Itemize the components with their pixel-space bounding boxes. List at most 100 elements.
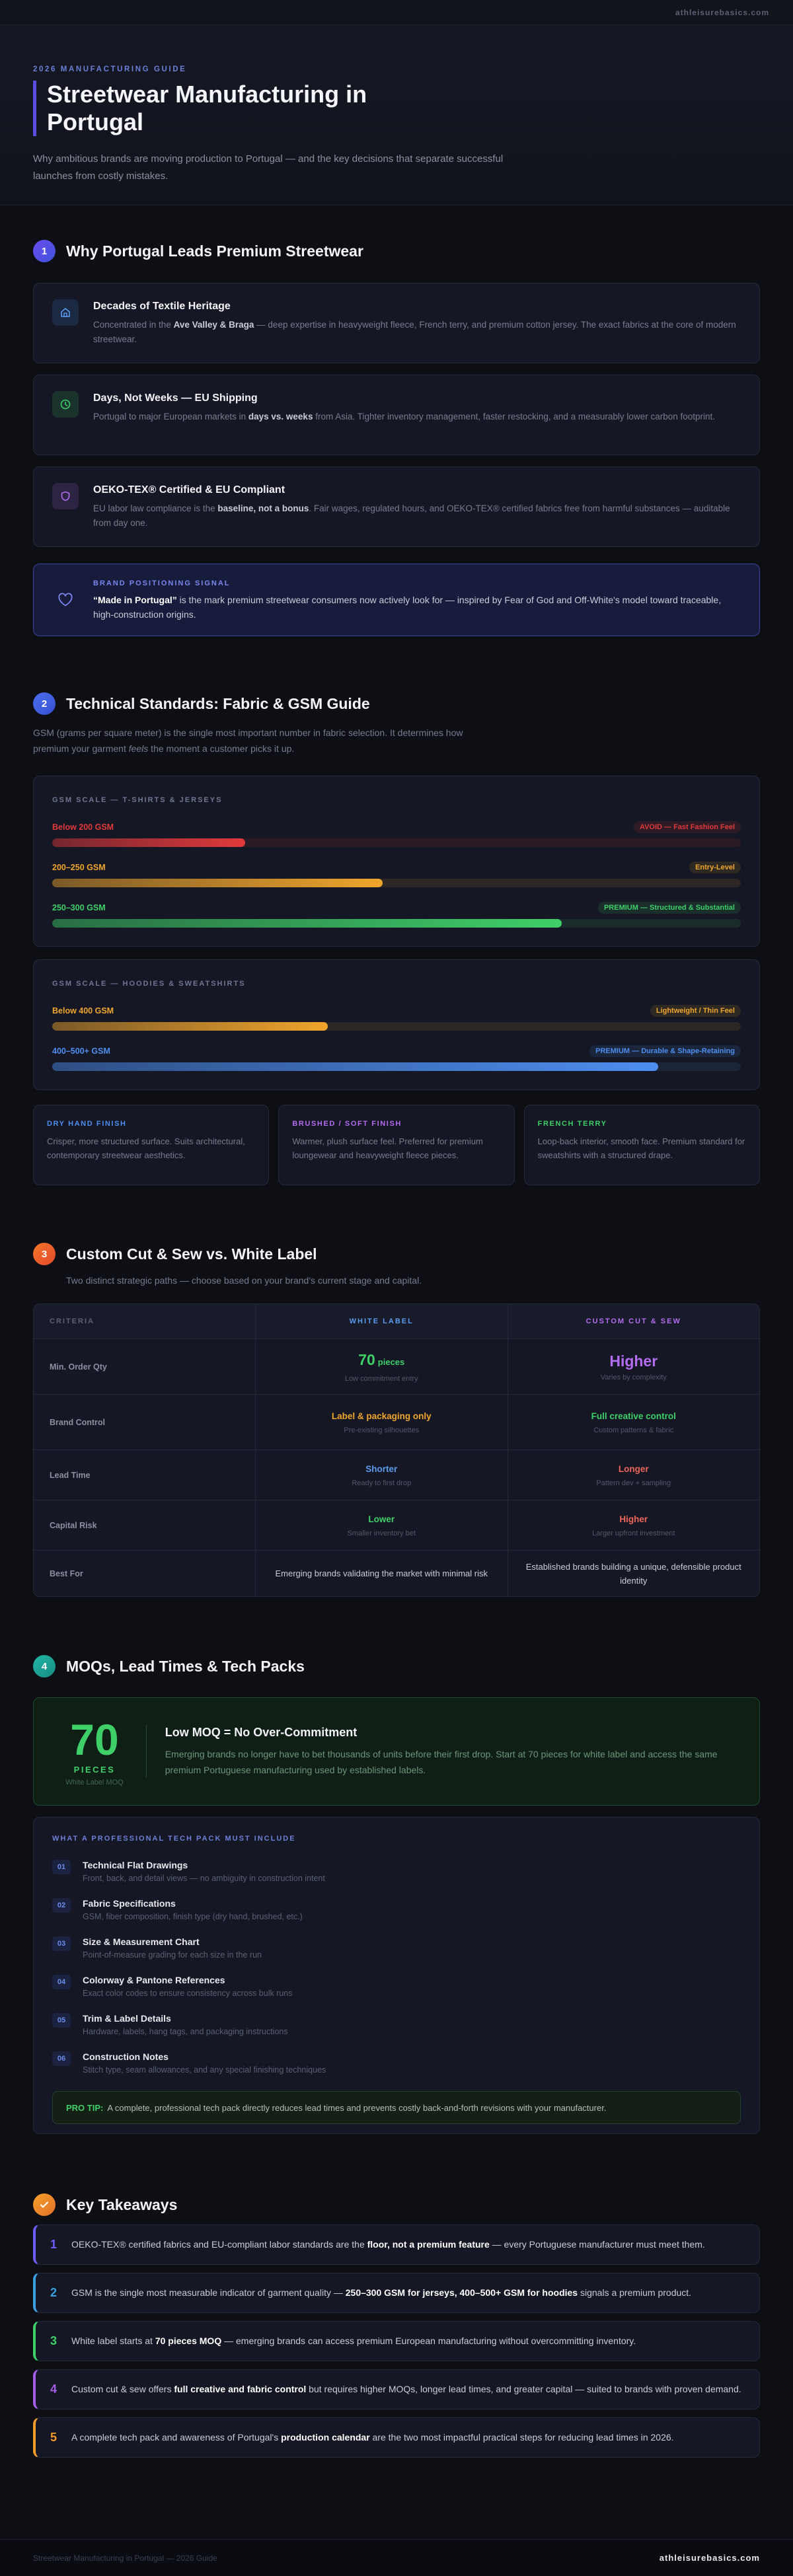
table-row: Lead Time Shorter Ready to first drop Longe… [34,1450,759,1500]
cell-value-text: Label & packaging only [331,1411,432,1421]
text-segment: GSM (grams per square meter) is the sing… [33,727,463,754]
signal-icon [52,593,79,607]
cell-note: Low commitment entry [344,1375,418,1383]
table-cell: Lead Time [34,1450,255,1500]
gsm-bar [52,919,562,928]
icon [60,399,71,410]
moq-number: 70 [70,1714,119,1764]
finish-text: Crisper, more structured surface. Suits … [47,1136,245,1160]
tech-text: Point-of-measure grading for each size i… [83,1950,262,1960]
text-segment: EU labor law compliance is the [93,503,218,513]
cell-note: Larger upfront investment [592,1529,675,1537]
tech-text: Stitch type, seam allowances, and any sp… [83,2065,326,2075]
comparison-table: CRITERIA WHITE LABEL CUSTOM CUT & SEW Min. … [33,1304,760,1597]
feature-title: Days, Not Weeks — EU Shipping [93,392,258,404]
top-bar: athleisurebasics.com [0,0,793,25]
gsm-track [52,879,741,887]
tech-text: Hardware, labels, hang tags, and packagi… [83,2027,288,2036]
cell-value-text: Lower [368,1514,395,1524]
table-row: Capital Risk Lower Smaller inventory bet Hi… [34,1500,759,1550]
gsm-row: 200–250 GSM Entry-Level [52,862,741,887]
cell-value-text: Higher [609,1352,658,1370]
table-cell: Min. Order Qty [34,1339,255,1394]
finish-card: DRY HAND FINISH Crisper, more structured … [33,1105,270,1185]
finish-title: BRUSHED / SOFT FINISH [292,1120,402,1128]
tech-number: 02 [52,1898,71,1913]
cell-value: 70 pieces [358,1350,404,1372]
text-segment: signals a premium product. [578,2287,692,2298]
section-badge: 2 [33,692,56,715]
signal-label: BRAND POSITIONING SIGNAL [93,579,231,587]
text-segment: from Asia. Tighter inventory management,… [313,412,716,422]
takeaway-text: A complete tech pack and awareness of Po… [71,2430,674,2445]
section-title: Key Takeaways [66,2195,178,2213]
pro-tip-label: PRO TIP: [66,2102,104,2113]
section-takeaways: Key Takeaways 1 OEKO-TEX® certified fabric… [33,2193,760,2458]
text-segment: Custom cut & sew offers [71,2384,174,2394]
gsm-row: Below 400 GSM Lightweight / Thin Feel [52,1005,741,1031]
section-subtitle: Two distinct strategic paths — choose ba… [66,1275,422,1286]
gsm-bar [52,879,383,887]
section-heading: 1 Why Portugal Leads Premium Streetwear [33,239,760,263]
positioning-signal: BRAND POSITIONING SIGNAL “Made in Portuga… [33,564,760,636]
gsm-row-head: Below 200 GSM AVOID — Fast Fashion Feel [52,821,741,833]
cell-value-text: Longer [618,1464,649,1474]
gsm-name: 400–500+ GSM [52,1047,110,1056]
table-row: Min. Order Qty 70 pieces Low commitment ent… [34,1339,759,1394]
tech-body: Fabric Specifications GSM, fiber composit… [83,1897,303,1923]
section-why-portugal: 1 Why Portugal Leads Premium Streetwear De… [33,239,760,636]
finish-text: Loop-back interior, smooth face. Premium… [537,1136,745,1160]
tech-item: 02 Fabric Specifications GSM, fiber compos… [52,1897,741,1923]
pro-tip: PRO TIP: A complete, professional tech pa… [52,2091,741,2124]
section-title: Technical Standards: Fabric & GSM Guide [66,694,370,712]
eyebrow: 2026 MANUFACTURING GUIDE [33,65,187,73]
cell-value: Shorter [365,1463,397,1476]
gsm-scale: GSM SCALE — T-SHIRTS & JERSEYS Below 200 … [33,776,760,947]
tech-body: Size & Measurement Chart Point-of-measure… [83,1935,262,1962]
pro-tip-text: A complete, professional tech pack direc… [107,2102,607,2113]
table-cell: Lower Smaller inventory bet [255,1500,508,1550]
feature-text: Portugal to major European markets in da… [93,410,715,424]
tech-number: 06 [52,2051,71,2066]
cell-value-text: 70 [358,1351,375,1368]
bold-segment: “Made in Portugal” [93,595,177,605]
bold-segment: days vs. weeks [248,412,313,422]
text-segment: Concentrated in the [93,320,174,330]
section-heading: 4 MOQs, Lead Times & Tech Packs [33,1654,760,1678]
text-segment: — every Portuguese manufacturer must mee… [489,2239,705,2250]
bold-segment: production calendar [281,2432,370,2443]
gsm-track [52,1022,741,1031]
gsm-track [52,838,741,847]
gsm-track [52,919,741,928]
tech-title: Fabric Specifications [83,1898,176,1909]
table-cell: Higher Varies by complexity [507,1339,760,1394]
gsm-row-head: 400–500+ GSM PREMIUM — Durable & Shape-Re… [52,1045,741,1057]
feature-icon [52,391,79,418]
table-cell: Full creative control Custom patterns & f… [507,1395,760,1450]
cell-value: Higher [609,1352,658,1370]
gsm-badge: Entry-Level [689,862,741,873]
tech-title: Trim & Label Details [83,2013,171,2024]
cell-value: Higher [619,1513,648,1526]
tech-number: 05 [52,2013,71,2028]
signal-text: “Made in Portugal” is the mark premium s… [93,593,741,622]
text-segment: is the mark premium streetwear consumers… [93,595,722,620]
moq-figure: 70 PIECES White Label MOQ [55,1717,134,1786]
text-segment: White label starts at [71,2336,155,2346]
table-header-cell: WHITE LABEL [255,1304,508,1339]
page-title: Streetwear Manufacturing in Portugal [33,81,403,136]
gsm-badge: AVOID — Fast Fashion Feel [633,821,741,833]
gsm-name: Below 200 GSM [52,823,114,832]
tech-number: 03 [52,1936,71,1951]
gsm-scale-label: GSM SCALE — T-SHIRTS & JERSEYS [52,796,223,804]
cell-note: Smaller inventory bet [347,1529,416,1537]
criterion: Brand Control [50,1417,106,1427]
gsm-name: Below 400 GSM [52,1006,114,1015]
section-badge: 4 [33,1655,56,1677]
text-segment: — deep expertise in heavyweight fleece, … [93,320,736,344]
table-row: Brand Control Label & packaging only Pre-e… [34,1394,759,1450]
gsm-row: 400–500+ GSM PREMIUM — Durable & Shape-Re… [52,1045,741,1071]
footer: Streetwear Manufacturing in Portugal — 2… [0,2539,793,2576]
